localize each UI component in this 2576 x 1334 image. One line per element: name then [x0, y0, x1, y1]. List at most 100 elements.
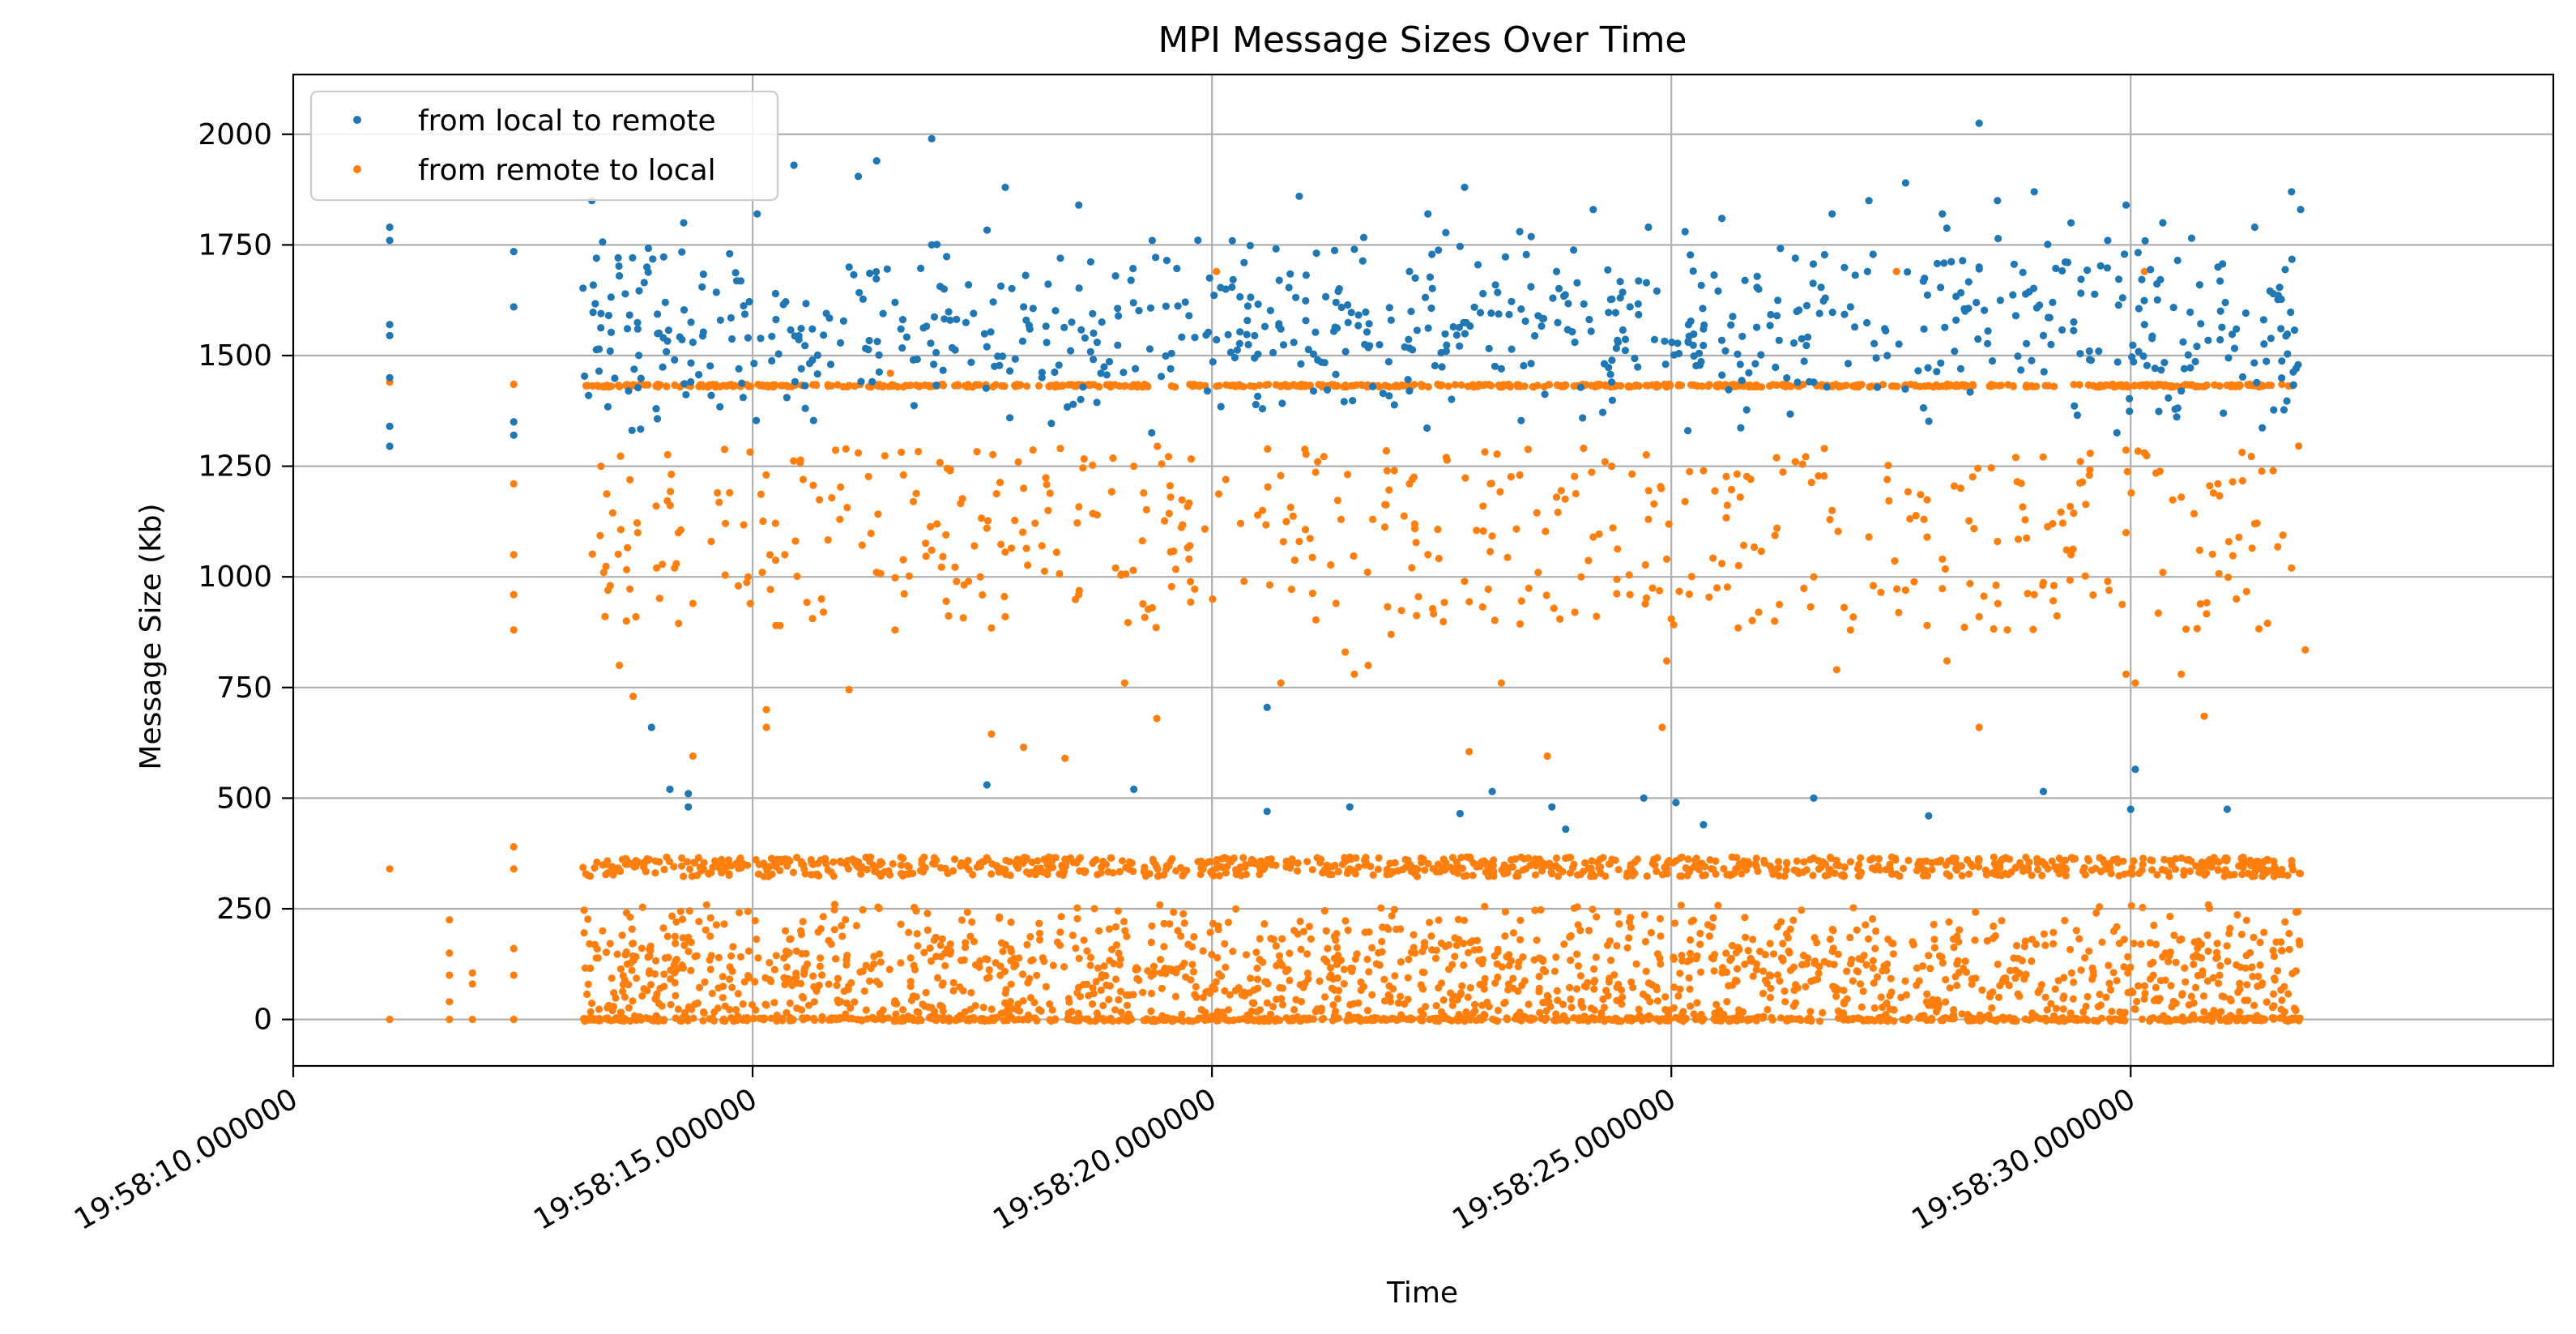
local-to-remote-point: [2122, 201, 2130, 209]
remote-to-local-point: [1768, 381, 1776, 389]
remote-to-local-point: [1978, 986, 1986, 994]
remote-to-local-point: [1397, 958, 1405, 966]
remote-to-local-point: [660, 970, 668, 978]
remote-to-local-point: [803, 599, 811, 607]
local-to-remote-point: [2010, 260, 2018, 268]
remote-to-local-point: [1072, 944, 1080, 953]
remote-to-local-point: [799, 1014, 807, 1022]
local-to-remote-point: [687, 377, 695, 386]
remote-to-local-point: [2285, 930, 2293, 938]
local-to-remote-point: [1424, 324, 1432, 332]
remote-to-local-point: [1577, 573, 1585, 581]
local-to-remote-point: [997, 282, 1005, 290]
remote-to-local-point: [1258, 506, 1267, 514]
remote-to-local-point: [1542, 527, 1550, 535]
local-to-remote-point: [1236, 328, 1244, 336]
remote-to-local-point: [1247, 974, 1255, 982]
remote-to-local-point: [1286, 949, 1294, 957]
remote-to-local-point: [2203, 977, 2211, 985]
remote-to-local-point: [2010, 1016, 2018, 1025]
remote-to-local-point: [2228, 552, 2237, 560]
remote-to-local-point: [2281, 918, 2289, 926]
remote-to-local-point: [1919, 962, 1927, 970]
remote-to-local-point: [833, 982, 841, 990]
remote-to-local-point: [772, 621, 780, 629]
remote-to-local-point: [1143, 381, 1151, 390]
remote-to-local-point: [1800, 584, 1808, 593]
remote-to-local-point: [1862, 961, 1870, 969]
remote-to-local-point: [635, 1014, 644, 1022]
remote-to-local-point: [1102, 860, 1111, 868]
remote-to-local-point: [1328, 863, 1337, 871]
remote-to-local-point: [1613, 381, 1621, 390]
remote-to-local-point: [1732, 382, 1740, 390]
remote-to-local-point: [1303, 858, 1311, 866]
remote-to-local-point: [1289, 512, 1297, 521]
remote-to-local-point: [1884, 936, 1892, 944]
remote-to-local-point: [1457, 854, 1465, 862]
remote-to-local-point: [1607, 462, 1616, 471]
remote-to-local-point: [1804, 954, 1812, 962]
remote-to-local-point: [1891, 557, 1899, 565]
remote-to-local-point: [712, 921, 721, 929]
remote-to-local-point: [1440, 599, 1448, 607]
local-to-remote-point: [1919, 404, 1928, 412]
remote-to-local-point: [881, 452, 889, 460]
remote-to-local-point: [1779, 954, 1787, 963]
remote-to-local-point: [645, 970, 654, 978]
local-to-remote-point: [1466, 322, 1474, 330]
remote-to-local-point: [771, 556, 780, 565]
remote-to-local-point: [744, 573, 753, 581]
remote-to-local-point: [2290, 1004, 2298, 1012]
remote-to-local-point: [1642, 594, 1651, 603]
local-to-remote-point: [1312, 249, 1320, 258]
local-to-remote-point: [680, 306, 689, 314]
local-to-remote-point: [1952, 316, 1960, 324]
local-to-remote-point: [928, 134, 936, 143]
local-to-remote-point: [2126, 805, 2135, 813]
remote-to-local-point: [830, 926, 838, 934]
remote-to-local-point: [1793, 857, 1801, 865]
remote-to-local-point: [1945, 918, 1953, 926]
local-to-remote-point: [1441, 330, 1449, 338]
remote-to-local-point: [1439, 863, 1448, 872]
remote-to-local-point: [915, 447, 923, 456]
remote-to-local-point: [2141, 989, 2149, 998]
remote-to-local-point: [1765, 971, 1774, 979]
local-to-remote-point: [1129, 264, 1137, 273]
local-to-remote-point: [1304, 345, 1312, 354]
local-to-remote-point: [629, 254, 637, 262]
remote-to-local-point: [2113, 977, 2121, 985]
remote-to-local-point: [1448, 1001, 1456, 1009]
remote-to-local-point: [1029, 956, 1037, 964]
remote-to-local-point: [1910, 577, 1918, 586]
remote-to-local-point: [1990, 922, 1998, 931]
remote-to-local-point: [774, 1016, 782, 1024]
remote-to-local-point: [1011, 516, 1019, 525]
remote-to-local-point: [2200, 1016, 2208, 1024]
local-to-remote-point: [1904, 268, 1912, 276]
remote-to-local-point: [1350, 670, 1358, 679]
remote-to-local-point: [905, 928, 913, 936]
local-to-remote-point: [897, 325, 905, 333]
local-to-remote-point: [768, 356, 776, 365]
local-to-remote-point: [1766, 322, 1774, 330]
local-to-remote-point: [872, 267, 881, 276]
remote-to-local-point: [1977, 1016, 1985, 1025]
remote-to-local-point: [2233, 961, 2241, 969]
remote-to-local-point: [1905, 1014, 1913, 1022]
local-to-remote-point: [1309, 350, 1318, 358]
remote-to-local-point: [1696, 968, 1705, 976]
remote-to-local-point: [1584, 556, 1593, 565]
local-to-remote-point: [1042, 322, 1050, 330]
remote-to-local-point: [1297, 998, 1305, 1006]
local-to-remote-point: [797, 325, 805, 333]
remote-to-local-point: [2018, 957, 2026, 965]
remote-to-local-point: [1779, 940, 1787, 948]
remote-to-local-point: [2235, 382, 2243, 390]
remote-to-local-point: [1566, 933, 1574, 941]
remote-to-local-point: [1077, 854, 1085, 862]
remote-to-local-point: [1615, 920, 1623, 928]
local-to-remote-point: [2267, 335, 2275, 343]
